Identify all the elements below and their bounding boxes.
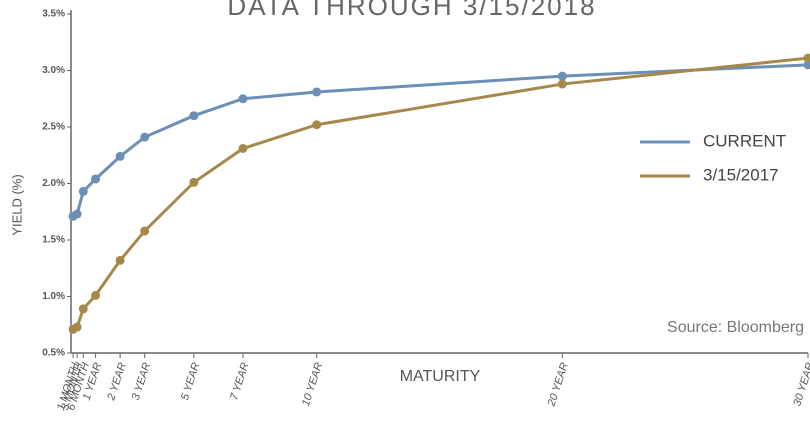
data-point — [238, 94, 248, 104]
legend-label: CURRENT — [703, 131, 786, 150]
x-tick-label: 7 YEAR — [228, 361, 251, 402]
data-point — [140, 226, 150, 236]
y-tick-label: 1.0% — [42, 291, 65, 302]
x-tick-label: 5 YEAR — [179, 361, 202, 402]
x-tick-label: 20 YEAR — [545, 361, 571, 409]
data-point — [72, 209, 82, 219]
chart-title: DATA THROUGH 3/15/2018 — [227, 0, 596, 21]
data-point — [557, 71, 567, 81]
data-point — [91, 174, 101, 184]
x-tick-label: 10 YEAR — [300, 361, 325, 408]
source-note: Source: Bloomberg — [667, 319, 804, 336]
y-tick-label: 3.0% — [42, 65, 65, 76]
y-axis-label: YIELD (%) — [9, 174, 24, 235]
series-line — [72, 56, 809, 331]
y-tick-label: 2.0% — [42, 178, 65, 189]
y-tick-label: 3.5% — [42, 9, 65, 20]
data-point — [78, 304, 88, 314]
data-point — [91, 290, 101, 300]
data-point — [803, 60, 810, 70]
data-point — [72, 322, 82, 332]
x-tick-label: 30 YEAR — [791, 361, 810, 408]
data-point — [115, 151, 125, 161]
data-point — [140, 132, 150, 142]
legend-label: 3/15/2017 — [703, 165, 779, 184]
data-point — [312, 120, 322, 130]
data-point — [312, 87, 322, 97]
y-tick-label: 1.5% — [42, 235, 65, 246]
x-tick-label: 3 YEAR — [130, 361, 153, 402]
data-point — [115, 255, 125, 265]
data-point — [238, 143, 248, 153]
x-axis-label: MATURITY — [400, 368, 481, 385]
data-point — [803, 53, 810, 63]
data-point — [189, 111, 199, 121]
y-tick-label: 2.5% — [42, 122, 65, 133]
data-point — [78, 186, 88, 196]
x-tick-label: 2 YEAR — [105, 361, 129, 403]
y-tick-label: 0.5% — [42, 348, 65, 359]
data-point — [189, 177, 199, 187]
data-point — [557, 79, 567, 89]
